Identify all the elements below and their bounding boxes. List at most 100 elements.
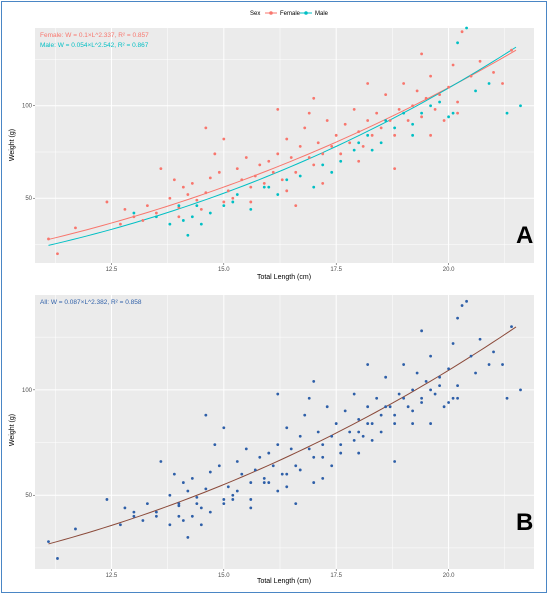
panel-a-grid xyxy=(35,28,534,263)
male-point xyxy=(249,207,253,211)
panel-b: 12.5 15.0 17.5 20.0 50 100 All: W = 0.087×L^… xyxy=(9,295,534,585)
panel-b-y-axis-label: Weight (g) xyxy=(9,414,16,446)
panel-a: 12.5 15.0 17.5 20.0 50 100 Female: W = 0.1×L… xyxy=(9,26,534,281)
data-point xyxy=(312,455,316,459)
data-point xyxy=(429,422,432,425)
male-point xyxy=(181,219,185,222)
female-point xyxy=(280,178,284,182)
female-point xyxy=(168,196,172,200)
female-point xyxy=(208,176,212,180)
female-point xyxy=(181,185,185,189)
female-point xyxy=(276,108,280,111)
data-point xyxy=(469,354,473,358)
data-point xyxy=(438,375,441,379)
data-point xyxy=(348,430,352,434)
data-point xyxy=(298,434,302,438)
x-tick-label: 12.5 xyxy=(106,267,118,273)
male-point xyxy=(411,122,415,126)
data-point xyxy=(154,510,158,514)
data-point xyxy=(388,405,392,409)
female-point xyxy=(370,133,374,137)
female-point xyxy=(285,137,289,141)
male-point xyxy=(312,185,316,189)
data-point xyxy=(438,384,441,388)
female-point xyxy=(406,119,410,122)
data-point xyxy=(249,481,253,484)
female-point xyxy=(172,178,176,182)
panel-b-x-axis-label: Total Length (cm) xyxy=(257,578,311,585)
data-point xyxy=(456,396,459,400)
data-point xyxy=(159,460,163,463)
female-point xyxy=(393,167,397,171)
data-point xyxy=(393,413,397,417)
data-point xyxy=(132,510,136,514)
data-point xyxy=(190,476,194,480)
female-point xyxy=(456,100,459,104)
female-point xyxy=(217,170,221,174)
panel-b-y-ticks: 50 100 xyxy=(22,388,35,499)
data-point xyxy=(208,470,212,474)
data-point xyxy=(357,417,361,421)
data-point xyxy=(397,392,401,396)
male-point xyxy=(330,170,334,174)
male-point xyxy=(231,200,235,204)
data-point xyxy=(280,472,284,476)
data-point xyxy=(105,498,109,501)
panel-a-letter: A xyxy=(516,222,533,249)
panel-a-fit-lines xyxy=(48,46,517,246)
female-point xyxy=(253,174,257,178)
data-point xyxy=(478,337,482,341)
data-point xyxy=(442,405,446,409)
data-point xyxy=(505,396,509,400)
female-point xyxy=(119,222,122,226)
data-point xyxy=(352,392,356,396)
female-point xyxy=(231,196,235,200)
x-tick-label: 20.0 xyxy=(443,267,455,273)
data-point xyxy=(181,481,185,484)
data-point xyxy=(298,468,302,472)
y-tick-label: 50 xyxy=(25,196,32,202)
female-point xyxy=(321,182,325,185)
data-point xyxy=(366,363,370,366)
data-point xyxy=(456,384,459,388)
male-point xyxy=(195,204,199,208)
female-point xyxy=(105,200,109,204)
legend: Sex Female Male xyxy=(250,11,329,17)
y-tick-label: 50 xyxy=(25,493,32,499)
data-point xyxy=(276,489,280,493)
panel-b-background xyxy=(35,295,534,569)
female-point xyxy=(289,156,293,159)
male-point xyxy=(429,104,432,108)
panel-b-points xyxy=(47,299,522,560)
data-point xyxy=(276,443,280,447)
data-point xyxy=(447,367,450,371)
data-point xyxy=(258,455,262,459)
female-point xyxy=(298,145,302,148)
female-point xyxy=(357,130,361,134)
female-point xyxy=(235,167,239,171)
data-point xyxy=(267,451,271,455)
male-point xyxy=(235,193,239,196)
data-point xyxy=(361,434,365,438)
panel-a-x-ticks: 12.5 15.0 17.5 20.0 xyxy=(106,263,455,273)
data-point xyxy=(343,409,347,413)
male-point xyxy=(186,233,190,237)
female-point xyxy=(213,152,217,156)
female-point xyxy=(204,191,208,195)
male-point xyxy=(366,133,370,137)
female-point xyxy=(352,108,356,111)
data-point xyxy=(334,422,338,425)
female-point xyxy=(397,108,401,111)
female-point xyxy=(393,133,397,137)
female-point xyxy=(258,163,262,167)
data-point xyxy=(154,514,158,518)
female-point xyxy=(424,96,428,100)
female-point xyxy=(460,30,464,34)
data-point xyxy=(168,523,172,527)
legend-male-label: Male xyxy=(315,11,329,17)
female-point xyxy=(312,163,316,167)
female-point xyxy=(240,178,244,182)
female-point xyxy=(402,82,406,85)
male-point xyxy=(505,111,509,115)
female-point xyxy=(186,193,190,196)
